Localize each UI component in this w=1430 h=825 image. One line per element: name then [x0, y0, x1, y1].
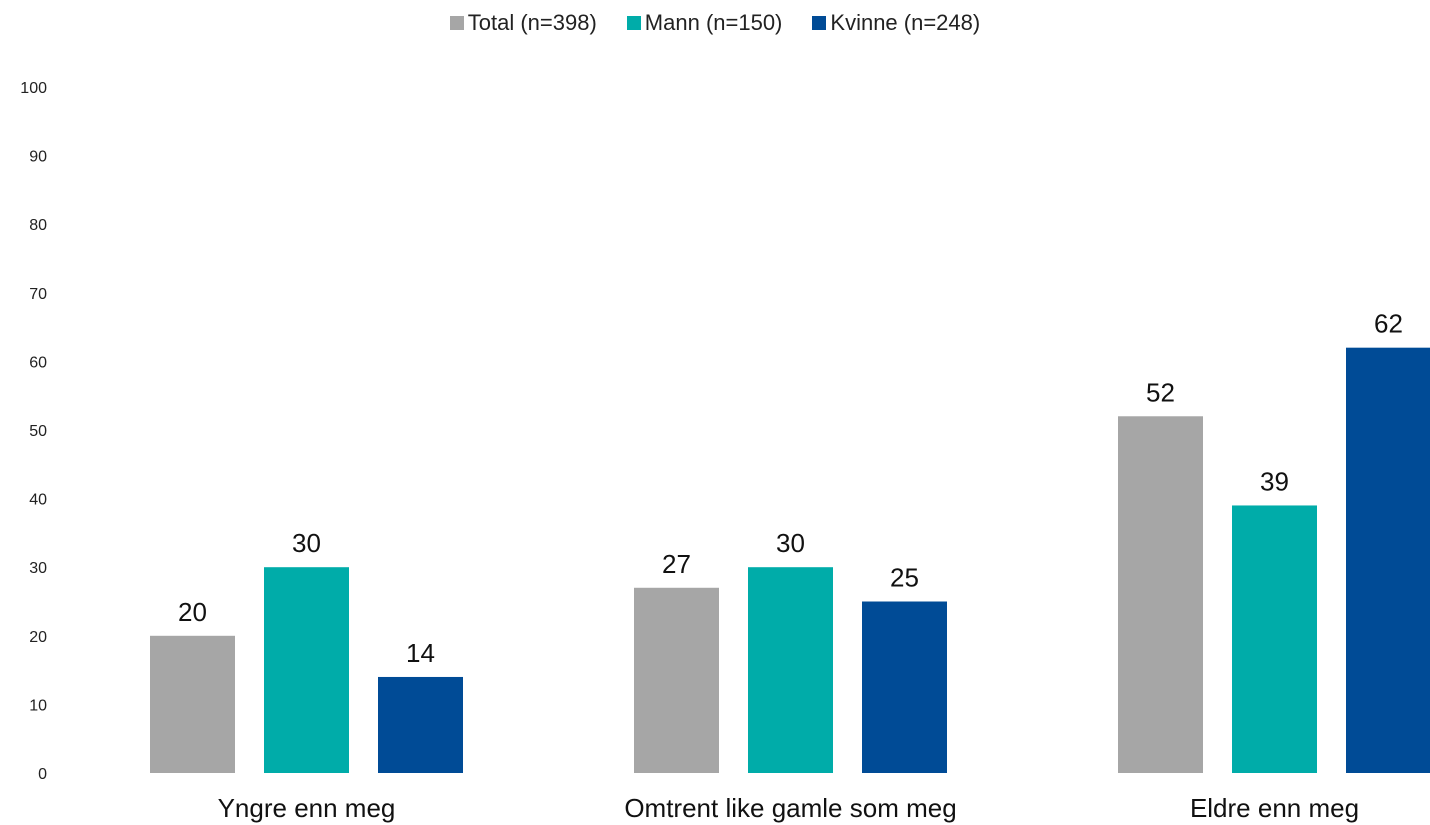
legend-swatch-mann	[626, 16, 641, 30]
legend-item-kvinne: Kvinne (n=248)	[812, 10, 980, 36]
bar	[1232, 505, 1317, 773]
y-tick-label: 40	[29, 492, 47, 509]
x-tick-label: Eldre enn meg	[1190, 793, 1359, 823]
legend-item-mann: Mann (n=150)	[626, 10, 783, 36]
bar	[150, 635, 235, 773]
legend-swatch-total	[449, 16, 464, 30]
y-tick-label: 60	[29, 354, 47, 371]
y-tick-label: 0	[38, 766, 47, 783]
data-label: 30	[776, 528, 805, 558]
data-label: 27	[662, 549, 691, 579]
bar	[1118, 416, 1203, 773]
bar	[264, 567, 349, 773]
x-tick-label: Yngre enn meg	[218, 793, 396, 823]
data-label: 62	[1374, 309, 1403, 339]
bar	[378, 676, 463, 773]
bar	[862, 601, 947, 773]
legend-swatch-kvinne	[812, 16, 827, 30]
y-tick-label: 70	[29, 286, 47, 303]
y-tick-label: 10	[29, 697, 47, 714]
y-tick-label: 100	[20, 80, 47, 97]
y-tick-label: 30	[29, 560, 47, 577]
legend-item-total: Total (n=398)	[449, 10, 597, 36]
y-tick-label: 80	[29, 217, 47, 234]
bar	[748, 567, 833, 773]
data-label: 39	[1260, 466, 1289, 496]
legend-label-total: Total (n=398)	[467, 10, 597, 35]
bar	[1346, 347, 1430, 773]
data-label: 52	[1146, 377, 1175, 407]
chart-legend: Total (n=398) Mann (n=150) Kvinne (n=248…	[0, 10, 1430, 36]
y-tick-label: 20	[29, 629, 47, 646]
legend-label-kvinne: Kvinne (n=248)	[830, 10, 981, 35]
y-tick-label: 50	[29, 423, 47, 440]
data-label: 14	[406, 638, 435, 668]
data-label: 30	[292, 528, 321, 558]
y-tick-label: 90	[29, 149, 47, 166]
bar	[634, 587, 719, 773]
x-tick-label: Omtrent like gamle som meg	[624, 793, 956, 823]
data-label: 20	[178, 597, 207, 627]
legend-label-mann: Mann (n=150)	[644, 10, 783, 35]
data-label: 25	[890, 563, 919, 593]
